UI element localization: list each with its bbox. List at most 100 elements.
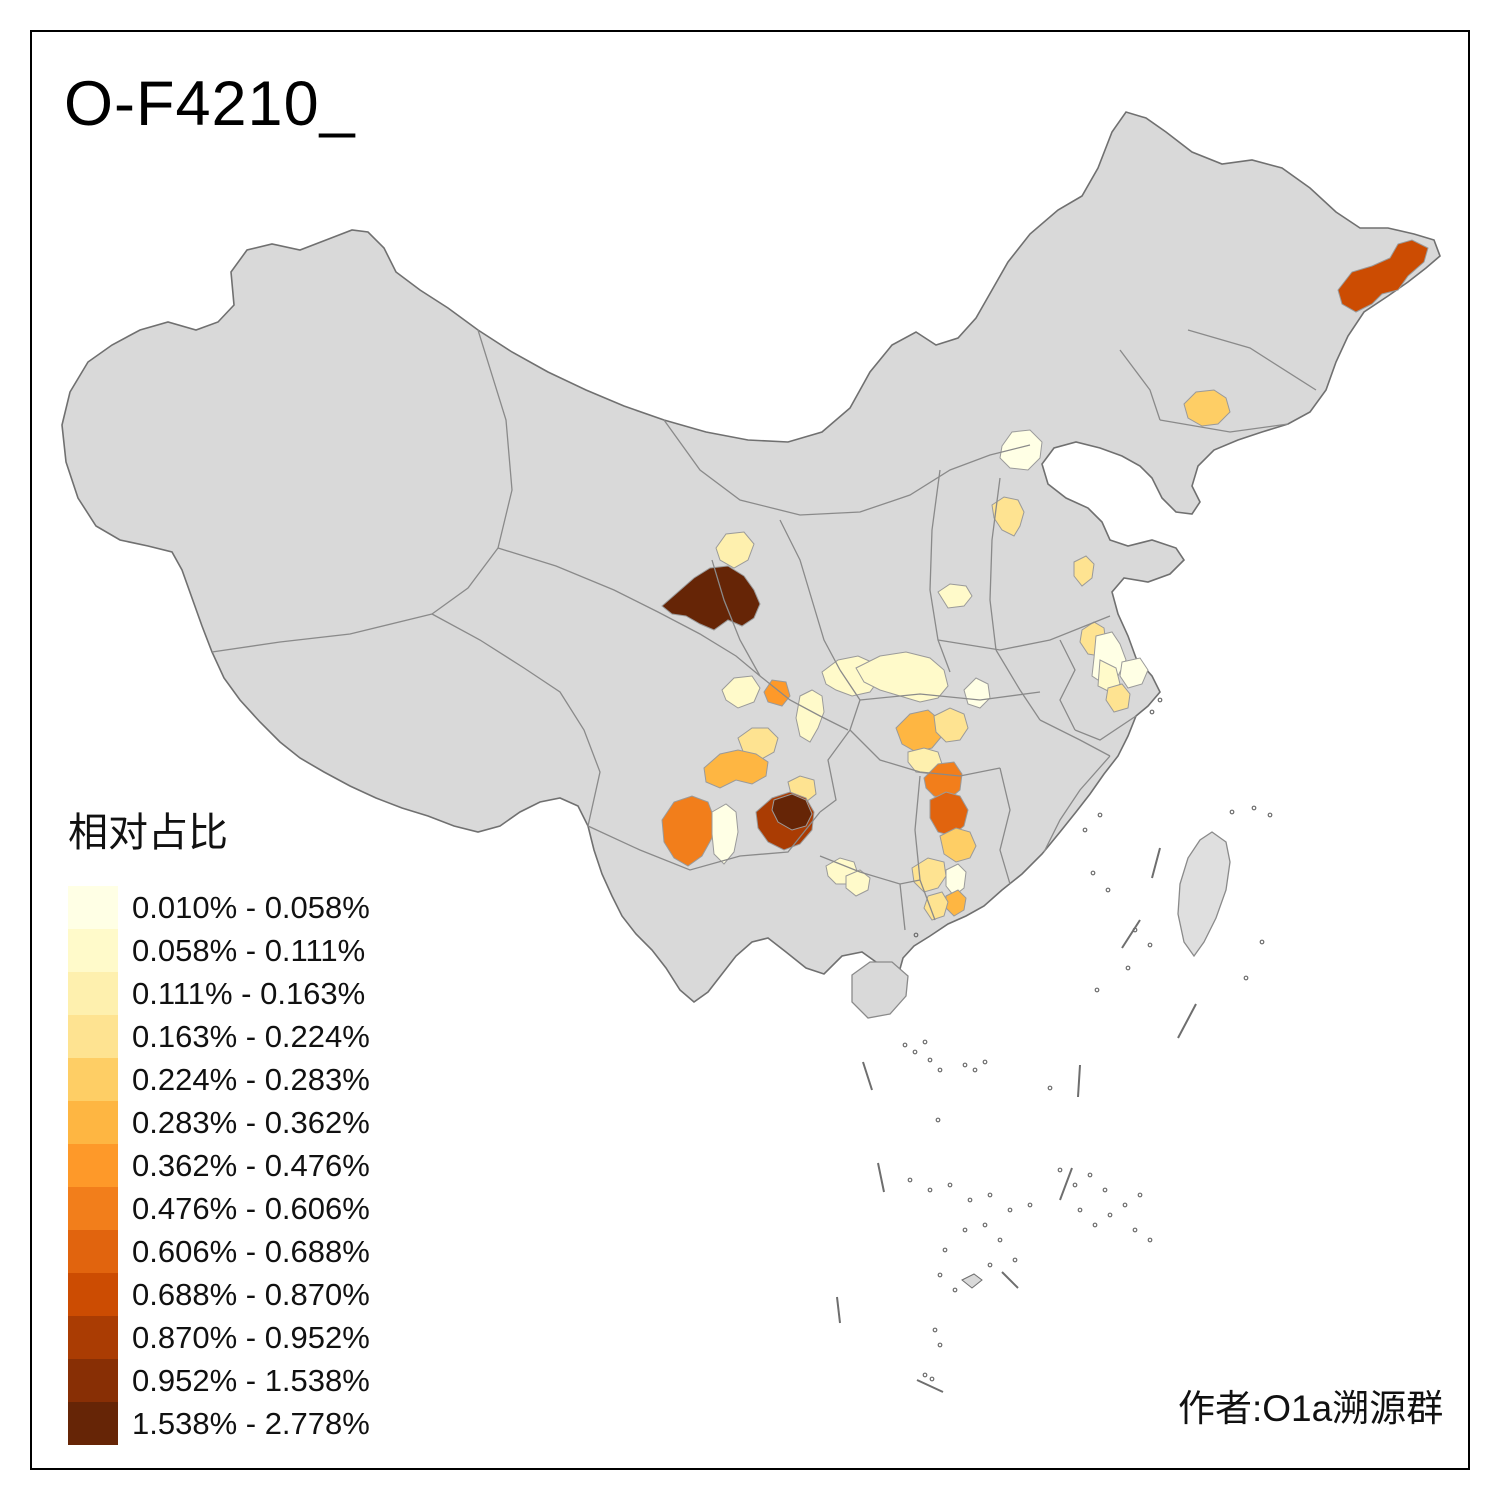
islet-dot xyxy=(902,1042,908,1048)
legend-label: 0.606% - 0.688% xyxy=(132,1233,370,1269)
legend-label: 0.476% - 0.606% xyxy=(132,1190,370,1226)
map-region xyxy=(923,761,963,801)
sea-islets xyxy=(836,697,1273,1393)
islet-dot xyxy=(1267,812,1273,818)
map-region xyxy=(721,675,761,709)
legend-item: 0.058% - 0.111% xyxy=(68,929,370,972)
islet-dot xyxy=(922,1372,928,1378)
boundary-dash xyxy=(1001,1271,1019,1289)
islet-dot xyxy=(1087,1172,1093,1178)
legend-rows: 0.010% - 0.058% 0.058% - 0.111% 0.111% - 0… xyxy=(68,886,370,1445)
boundary-dash xyxy=(1177,1003,1197,1039)
islet-dot xyxy=(1149,709,1155,715)
legend: 相对占比 0.010% - 0.058% 0.058% - 0.111% 0.111… xyxy=(68,800,370,1445)
legend-swatch xyxy=(68,1316,118,1359)
boundary-dash xyxy=(916,1379,944,1393)
legend-item: 0.476% - 0.606% xyxy=(68,1187,370,1230)
islet-dot xyxy=(1157,697,1163,703)
legend-item: 0.362% - 0.476% xyxy=(68,1144,370,1187)
small-island xyxy=(961,1273,983,1289)
islet-dot xyxy=(929,1376,935,1382)
legend-label: 0.163% - 0.224% xyxy=(132,1018,370,1054)
islet-dot xyxy=(962,1227,968,1233)
islet-dot xyxy=(1147,1237,1153,1243)
islet-dot xyxy=(1012,1257,1018,1263)
islet-dot xyxy=(1107,1212,1113,1218)
legend-label: 0.362% - 0.476% xyxy=(132,1147,370,1183)
islet-dot xyxy=(962,1062,968,1068)
islet-dot xyxy=(987,1262,993,1268)
map-region xyxy=(715,531,755,569)
islet-dot xyxy=(935,1117,941,1123)
islet-dot xyxy=(942,1247,948,1253)
map-region xyxy=(703,749,769,789)
map-region xyxy=(963,677,991,709)
legend-swatch xyxy=(68,929,118,972)
islet-dot xyxy=(1090,870,1096,876)
boundary-dash xyxy=(836,1296,841,1324)
page-title: O-F4210_ xyxy=(64,69,356,139)
legend-swatch xyxy=(68,1273,118,1316)
islet-dot xyxy=(997,1237,1003,1243)
legend-item: 0.688% - 0.870% xyxy=(68,1273,370,1316)
map-region xyxy=(795,689,825,743)
map-region xyxy=(1183,389,1231,427)
islet-dot xyxy=(1137,1192,1143,1198)
islet-dot xyxy=(967,1197,973,1203)
map-region xyxy=(937,583,973,609)
china-mainland xyxy=(61,111,1441,1004)
islet-dot xyxy=(982,1059,988,1065)
legend-item: 0.283% - 0.362% xyxy=(68,1101,370,1144)
islet-dot xyxy=(922,1039,928,1045)
legend-swatch xyxy=(68,1058,118,1101)
islet-dot xyxy=(937,1342,943,1348)
islet-dot xyxy=(947,1182,953,1188)
islet-dot xyxy=(972,1067,978,1073)
islet-dot xyxy=(1243,975,1249,981)
hainan-island xyxy=(851,961,909,1019)
legend-label: 0.688% - 0.870% xyxy=(132,1276,370,1312)
islet-dot xyxy=(1082,827,1088,833)
map-region xyxy=(939,827,977,863)
legend-item: 0.606% - 0.688% xyxy=(68,1230,370,1273)
map-region xyxy=(1119,657,1149,689)
boundary-dash xyxy=(862,1061,873,1091)
islet-dot xyxy=(1057,1167,1063,1173)
islet-dot xyxy=(952,1287,958,1293)
legend-label: 1.538% - 2.778% xyxy=(132,1405,370,1441)
islet-dot xyxy=(932,1327,938,1333)
islet-dot xyxy=(987,1192,993,1198)
legend-swatch xyxy=(68,1144,118,1187)
legend-item: 0.952% - 1.538% xyxy=(68,1359,370,1402)
map-region xyxy=(945,863,967,897)
islet-dot xyxy=(1259,939,1265,945)
map-region xyxy=(771,793,813,831)
legend-label: 0.283% - 0.362% xyxy=(132,1104,370,1140)
islet-dot xyxy=(927,1187,933,1193)
boundary-dash xyxy=(1059,1167,1073,1201)
islet-dot xyxy=(1092,1222,1098,1228)
islet-dot xyxy=(927,1057,933,1063)
legend-swatch xyxy=(68,1230,118,1273)
islet-dot xyxy=(1094,987,1100,993)
islet-dot xyxy=(1147,942,1153,948)
legend-item: 0.870% - 0.952% xyxy=(68,1316,370,1359)
islet-dot xyxy=(982,1222,988,1228)
boundary-dash xyxy=(877,1162,885,1193)
map-region xyxy=(845,869,871,897)
legend-item: 1.538% - 2.778% xyxy=(68,1402,370,1445)
islet-dot xyxy=(1251,805,1257,811)
legend-swatch xyxy=(68,1101,118,1144)
map-region xyxy=(763,679,791,707)
legend-title: 相对占比 xyxy=(68,811,228,855)
map-region xyxy=(711,803,739,865)
islet-dot xyxy=(1077,1207,1083,1213)
islet-dot xyxy=(1047,1085,1053,1091)
legend-label: 0.010% - 0.058% xyxy=(132,889,370,925)
legend-swatch xyxy=(68,1187,118,1230)
boundary-dash xyxy=(1077,1064,1081,1098)
islet-dot xyxy=(1072,1182,1078,1188)
legend-item: 0.163% - 0.224% xyxy=(68,1015,370,1058)
